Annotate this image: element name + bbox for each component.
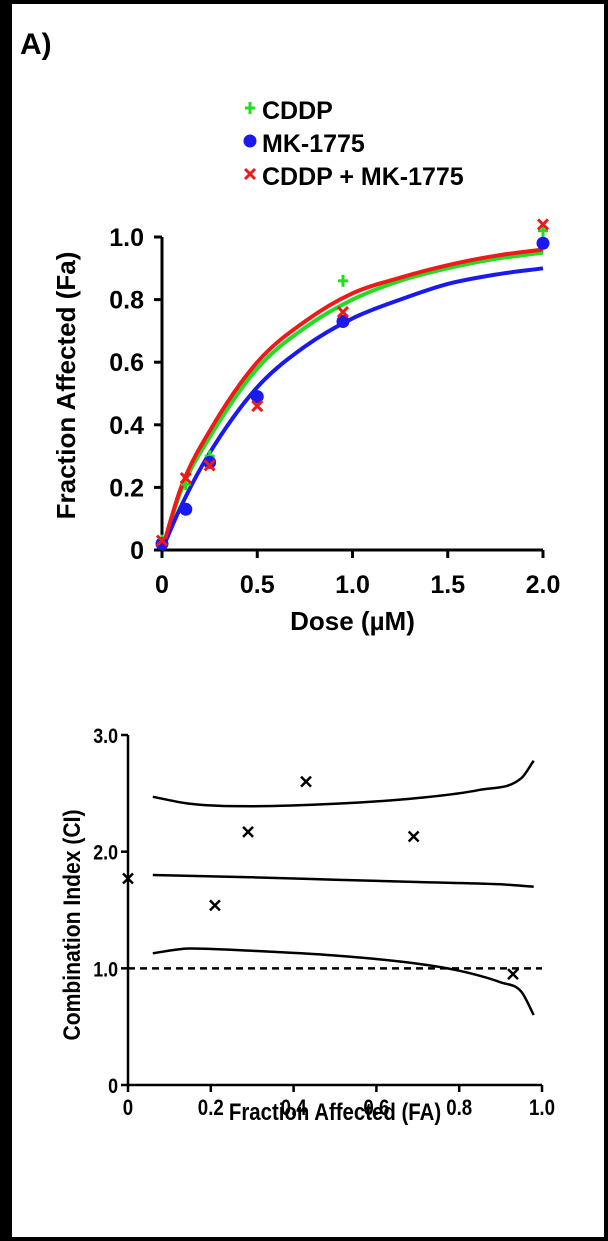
ci-curve-upper — [152, 759, 535, 808]
ci-data-point — [122, 872, 134, 885]
x-marker-b — [251, 399, 264, 413]
x-marker-b — [122, 872, 134, 885]
y-tick-label: 1.0 — [93, 958, 118, 982]
legend-marker — [243, 167, 257, 181]
data-point-mk-1775 — [536, 236, 550, 250]
y-tick-label: 0.6 — [109, 349, 144, 377]
x-marker-b — [336, 306, 350, 319]
ci-curve-lower — [152, 947, 535, 1016]
dose-response-chart: 0 0.2 0.4 0.6 0.8 1.0 0 0.5 1.0 1.5 2.0 Dose (µM) Fr… — [51, 97, 561, 636]
y-tick-label: 2.0 — [93, 841, 118, 865]
y-tick-label: 0 — [130, 537, 144, 565]
x-tick-label: 1.0 — [529, 1097, 555, 1121]
x-marker-b — [155, 534, 169, 547]
y-axis-label: Fraction Affected (Fa) — [51, 252, 81, 520]
y-tick-label: 0.4 — [109, 412, 144, 440]
fit-curve-mk-1775 — [160, 266, 544, 551]
x-tick-label: 0.2 — [198, 1097, 224, 1121]
x-tick-label: 2.0 — [526, 571, 561, 599]
data-point-mk-1775 — [250, 390, 264, 404]
legend-label: CDDP + MK-1775 — [262, 163, 464, 191]
x-marker-b — [203, 459, 216, 472]
data-point-cddp — [180, 478, 191, 491]
ci-data-point — [209, 899, 221, 912]
y-tick-label: 0.8 — [109, 287, 144, 315]
x-tick-label: 0.6 — [363, 1097, 389, 1121]
y-tick-label: 1.0 — [109, 224, 144, 252]
data-point-cddp-mk-1775 — [536, 218, 550, 231]
x-marker-b — [507, 968, 519, 981]
fit-curve-cddp-mk-1775 — [160, 247, 544, 551]
data-point-cddp — [538, 224, 548, 237]
data-point-cddp-mk-1775 — [336, 306, 350, 319]
ci-data-point — [407, 830, 420, 843]
ci-curve-center — [152, 873, 534, 888]
data-point-cddp-mk-1775 — [251, 399, 264, 413]
x-axis-label: Fraction Affected (FA) — [229, 1098, 441, 1125]
data-point-cddp-mk-1775 — [155, 534, 169, 547]
x-marker-b — [243, 167, 257, 181]
data-point-cddp-mk-1775 — [179, 471, 192, 485]
y-axis-label: Combination Index (CI) — [59, 809, 86, 1040]
data-point-mk-1775 — [155, 537, 169, 551]
y-tick-label: 0 — [108, 1075, 118, 1099]
x-tick-label: 0.5 — [240, 571, 275, 599]
data-point-cddp-mk-1775 — [203, 459, 216, 472]
y-tick-label: 3.0 — [93, 725, 118, 749]
panel-label: A) — [20, 28, 52, 61]
x-marker-b — [536, 218, 550, 231]
x-tick-label: 0.4 — [281, 1097, 308, 1121]
x-tick-label: 0 — [123, 1097, 133, 1121]
y-tick-label: 0.2 — [109, 474, 144, 502]
x-marker-b — [242, 825, 254, 838]
legend-label: CDDP — [262, 97, 333, 125]
legend-marker — [245, 102, 255, 114]
x-marker-b — [300, 775, 312, 788]
data-point-cddp — [337, 274, 348, 287]
x-tick-label: 1.0 — [335, 571, 370, 599]
ci-data-point — [300, 775, 312, 788]
ci-data-point — [507, 968, 519, 981]
fit-curve-cddp — [160, 250, 544, 551]
x-tick-label: 0.8 — [446, 1097, 472, 1121]
x-tick-label: 1.5 — [430, 571, 465, 599]
legend-label: MK-1775 — [262, 130, 365, 158]
data-point-mk-1775 — [203, 455, 217, 469]
data-point-mk-1775 — [336, 315, 350, 329]
ci-data-point — [242, 825, 254, 838]
data-point-mk-1775 — [179, 502, 193, 516]
x-marker-b — [209, 899, 221, 912]
x-tick-label: 0 — [155, 571, 169, 599]
x-marker-b — [407, 830, 420, 843]
legend-marker — [243, 134, 257, 148]
x-marker-b — [179, 471, 192, 485]
x-axis-label: Dose (µM) — [290, 606, 415, 636]
